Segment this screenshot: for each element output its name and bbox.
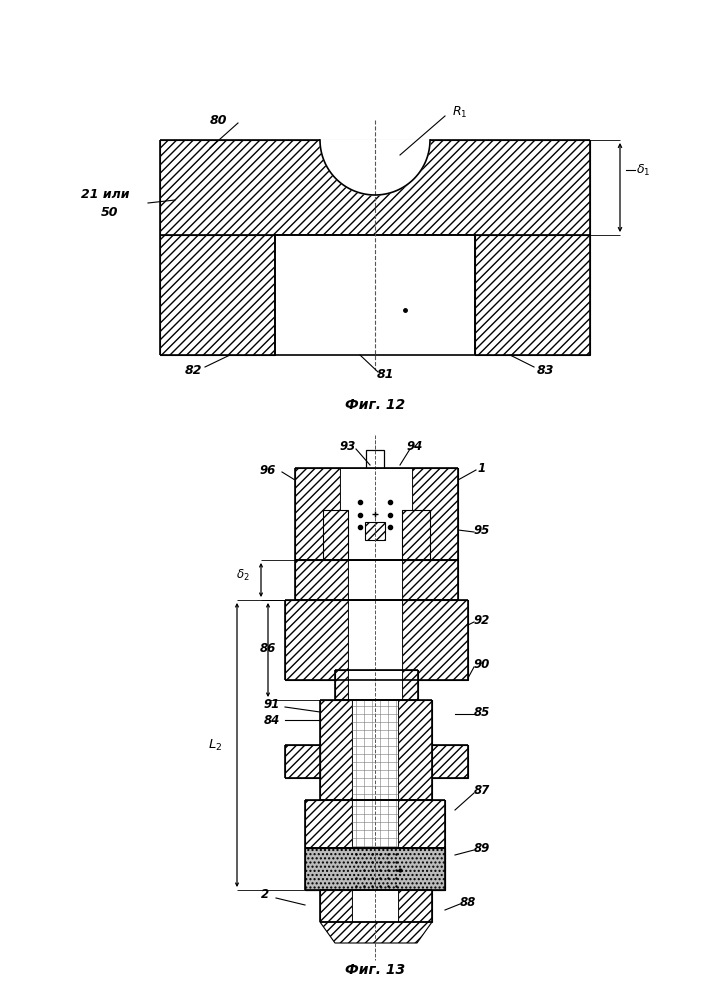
Bar: [365, 522, 385, 540]
Text: 50: 50: [101, 206, 119, 219]
Bar: [348, 670, 402, 700]
Text: 87: 87: [474, 784, 490, 796]
Bar: [340, 468, 412, 560]
Polygon shape: [320, 922, 432, 943]
Text: 84: 84: [264, 714, 280, 726]
Bar: [348, 560, 402, 600]
Bar: [295, 560, 348, 600]
Text: 92: 92: [474, 613, 490, 626]
Bar: [398, 848, 445, 890]
Text: $\delta_1$: $\delta_1$: [636, 162, 650, 178]
Bar: [402, 510, 430, 560]
Text: 86: 86: [260, 642, 276, 654]
Text: 94: 94: [407, 440, 423, 452]
Bar: [285, 600, 348, 680]
Text: 1: 1: [478, 462, 486, 475]
Bar: [275, 235, 475, 355]
Bar: [320, 890, 352, 922]
Bar: [352, 700, 398, 800]
Bar: [160, 235, 275, 355]
Text: 90: 90: [474, 658, 490, 672]
Bar: [285, 745, 320, 778]
Bar: [398, 700, 432, 800]
Bar: [160, 140, 590, 235]
Bar: [305, 848, 445, 890]
Text: 91: 91: [264, 698, 280, 712]
Bar: [295, 468, 340, 560]
Text: $\delta_2$: $\delta_2$: [236, 567, 250, 583]
Bar: [398, 800, 445, 848]
Text: $R_1$: $R_1$: [452, 104, 468, 120]
Text: 95: 95: [474, 524, 490, 536]
Text: 83: 83: [536, 363, 554, 376]
Text: 85: 85: [474, 706, 490, 718]
Polygon shape: [320, 140, 430, 195]
Bar: [352, 800, 398, 848]
Bar: [402, 560, 458, 600]
Bar: [402, 600, 468, 680]
Bar: [305, 848, 352, 890]
Bar: [475, 235, 590, 355]
Bar: [352, 848, 398, 890]
Text: 89: 89: [474, 842, 490, 854]
Bar: [432, 745, 468, 778]
Bar: [335, 670, 348, 700]
Text: 81: 81: [376, 368, 394, 381]
Text: 93: 93: [340, 440, 356, 452]
Bar: [305, 800, 352, 848]
Bar: [366, 450, 384, 508]
Text: 80: 80: [209, 113, 227, 126]
Text: 88: 88: [460, 896, 476, 908]
Bar: [323, 510, 348, 560]
Bar: [412, 468, 458, 560]
Text: 96: 96: [260, 464, 276, 477]
Text: 82: 82: [185, 363, 201, 376]
Text: 21 или: 21 или: [81, 188, 129, 202]
Text: $L_2$: $L_2$: [208, 737, 222, 753]
Text: Фиг. 12: Фиг. 12: [345, 398, 405, 412]
Text: Фиг. 13: Фиг. 13: [345, 963, 405, 977]
Bar: [398, 890, 432, 922]
Bar: [361, 508, 389, 522]
Text: 2: 2: [261, 888, 269, 902]
Bar: [320, 700, 352, 800]
Bar: [352, 890, 398, 922]
Bar: [402, 670, 418, 700]
Bar: [348, 600, 402, 680]
